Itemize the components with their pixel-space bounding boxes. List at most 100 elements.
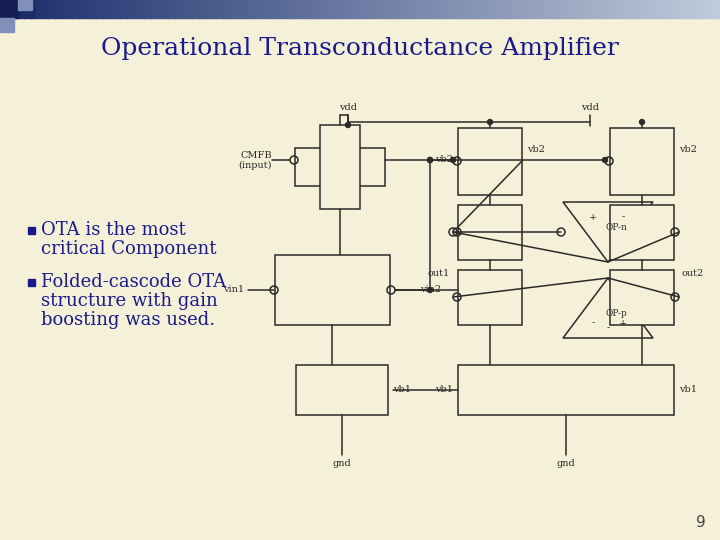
Bar <box>132 0 139 18</box>
Bar <box>582 0 589 18</box>
Text: gnd: gnd <box>333 458 351 468</box>
Polygon shape <box>563 278 653 338</box>
Text: (input): (input) <box>238 160 272 170</box>
Bar <box>690 0 697 18</box>
Text: vdd: vdd <box>581 104 599 112</box>
Bar <box>318 0 325 18</box>
Bar <box>678 0 685 18</box>
Bar <box>648 0 655 18</box>
Bar <box>660 0 667 18</box>
Bar <box>468 0 475 18</box>
Bar <box>198 0 205 18</box>
Bar <box>138 0 145 18</box>
Bar <box>0 0 18 18</box>
Circle shape <box>451 158 456 163</box>
Bar <box>588 0 595 18</box>
Bar <box>600 0 607 18</box>
Text: Operational Transconductance Amplifier: Operational Transconductance Amplifier <box>101 37 619 59</box>
Bar <box>18 0 32 10</box>
Bar <box>610 270 674 325</box>
Bar <box>576 0 583 18</box>
Text: +: + <box>619 319 627 327</box>
Text: vin1: vin1 <box>223 286 244 294</box>
Bar <box>264 0 271 18</box>
Bar <box>84 0 91 18</box>
Text: gnd: gnd <box>557 458 575 468</box>
Circle shape <box>346 123 351 127</box>
Text: vdd: vdd <box>339 104 357 112</box>
Bar <box>0 0 7 18</box>
Bar <box>54 0 61 18</box>
Bar <box>336 0 343 18</box>
Bar <box>708 0 715 18</box>
Text: out1: out1 <box>428 268 450 278</box>
Bar <box>72 0 79 18</box>
Bar <box>324 0 331 18</box>
Bar <box>0 18 14 32</box>
Bar <box>28 279 35 286</box>
Bar <box>564 0 571 18</box>
Bar <box>610 128 674 195</box>
Text: structure with gain: structure with gain <box>41 292 217 310</box>
Bar <box>612 0 619 18</box>
Bar <box>456 0 463 18</box>
Bar <box>360 0 367 18</box>
Text: vb2: vb2 <box>679 145 697 153</box>
Bar <box>642 0 649 18</box>
Bar <box>36 0 43 18</box>
Bar <box>618 0 625 18</box>
Bar <box>540 0 547 18</box>
Text: vb1: vb1 <box>393 386 411 395</box>
Bar <box>174 0 181 18</box>
Text: +: + <box>589 213 597 221</box>
Bar <box>168 0 175 18</box>
Bar <box>30 0 37 18</box>
Text: OP-p: OP-p <box>605 308 627 318</box>
Text: OP-n: OP-n <box>605 222 627 232</box>
Bar <box>426 0 433 18</box>
Circle shape <box>487 119 492 125</box>
Bar <box>438 0 445 18</box>
Bar <box>312 0 319 18</box>
Bar <box>90 0 97 18</box>
Bar <box>458 128 522 195</box>
Text: critical Component: critical Component <box>41 240 217 258</box>
Bar <box>102 0 109 18</box>
Bar <box>180 0 187 18</box>
Bar <box>516 0 523 18</box>
Bar <box>610 205 674 260</box>
Bar <box>204 0 211 18</box>
Bar <box>636 0 643 18</box>
Text: vb2: vb2 <box>527 145 545 153</box>
Bar <box>486 0 493 18</box>
Bar <box>252 0 259 18</box>
Bar <box>234 0 241 18</box>
Circle shape <box>428 287 433 293</box>
Bar <box>702 0 709 18</box>
Bar <box>114 0 121 18</box>
Bar <box>342 0 349 18</box>
Bar <box>366 0 373 18</box>
Bar <box>24 0 31 18</box>
Bar <box>296 365 388 415</box>
Bar <box>162 0 169 18</box>
Bar <box>432 0 439 18</box>
Bar <box>258 0 265 18</box>
Bar <box>295 148 385 186</box>
Circle shape <box>428 158 433 163</box>
Bar <box>522 0 529 18</box>
Bar <box>320 125 360 209</box>
Bar <box>6 0 13 18</box>
Bar <box>210 0 217 18</box>
Text: out2: out2 <box>682 268 704 278</box>
Text: boosting was used.: boosting was used. <box>41 311 215 329</box>
Bar <box>474 0 481 18</box>
Bar <box>348 0 355 18</box>
Bar <box>288 0 295 18</box>
Text: vb1: vb1 <box>435 386 453 395</box>
Bar <box>654 0 661 18</box>
Text: OTA is the most: OTA is the most <box>41 221 186 239</box>
Bar <box>684 0 691 18</box>
Bar <box>458 365 674 415</box>
Bar <box>528 0 535 18</box>
